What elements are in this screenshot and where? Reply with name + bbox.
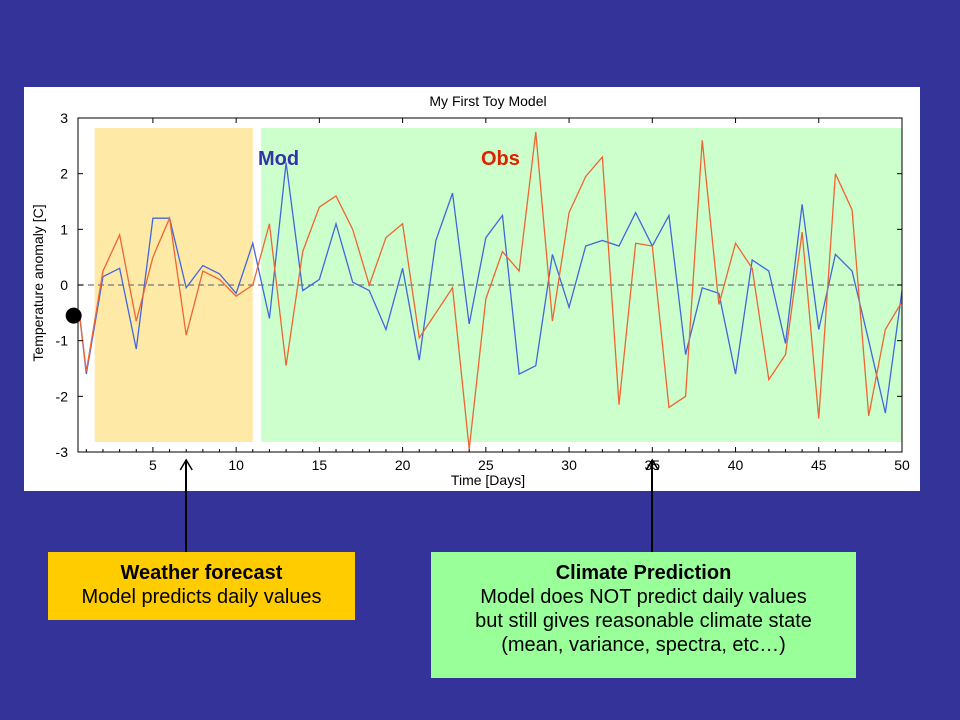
climate-callout-title: Climate Prediction <box>555 562 732 584</box>
x-tick-label: 40 <box>728 457 744 473</box>
y-tick-label: 2 <box>60 166 68 182</box>
x-tick-label: 30 <box>561 457 577 473</box>
x-tick-label: 15 <box>312 457 328 473</box>
x-tick-label: 5 <box>149 457 157 473</box>
weather-callout-text: Model predicts daily values <box>81 586 322 608</box>
line-chart: 51015202530354045503210-1-2-3 My First T… <box>30 93 910 488</box>
climate-callout-line1: Model does NOT predict daily values <box>480 586 807 608</box>
ticks-layer: 51015202530354045503210-1-2-3 <box>56 110 910 473</box>
weather-callout-title: Weather forecast <box>120 562 283 584</box>
series-layer <box>79 131 903 450</box>
y-tick-label: 1 <box>60 221 68 237</box>
x-tick-label: 50 <box>894 457 910 473</box>
y-tick-label: -2 <box>56 388 69 404</box>
x-tick-label: 25 <box>478 457 494 473</box>
y-tick-label: 3 <box>60 110 68 126</box>
climate-arrow <box>651 460 654 552</box>
series-line-mod <box>79 162 903 414</box>
x-tick-label: 10 <box>228 457 244 473</box>
legend-mod: Mod <box>258 148 299 170</box>
x-tick-label: 45 <box>811 457 827 473</box>
x-axis-label: Time [Days] <box>451 472 525 488</box>
climate-prediction-callout: Climate Prediction Model does NOT predic… <box>431 552 856 678</box>
y-tick-label: 0 <box>60 277 68 293</box>
weather-arrow <box>185 460 188 552</box>
y-tick-label: -3 <box>56 444 69 460</box>
climate-callout-line2: but still gives reasonable climate state <box>475 610 812 632</box>
y-tick-label: -1 <box>56 333 69 349</box>
y-axis-label: Temperature anomaly [C] <box>30 204 46 361</box>
chart-title: My First Toy Model <box>429 93 546 109</box>
chart-panel: 51015202530354045503210-1-2-3 My First T… <box>24 87 920 491</box>
initial-condition-point <box>65 307 82 324</box>
weather-forecast-callout: Weather forecast Model predicts daily va… <box>48 552 355 620</box>
climate-callout-line3: (mean, variance, spectra, etc…) <box>501 634 786 656</box>
x-tick-label: 20 <box>395 457 411 473</box>
series-line-obs <box>79 131 903 450</box>
legend-obs: Obs <box>481 148 520 170</box>
